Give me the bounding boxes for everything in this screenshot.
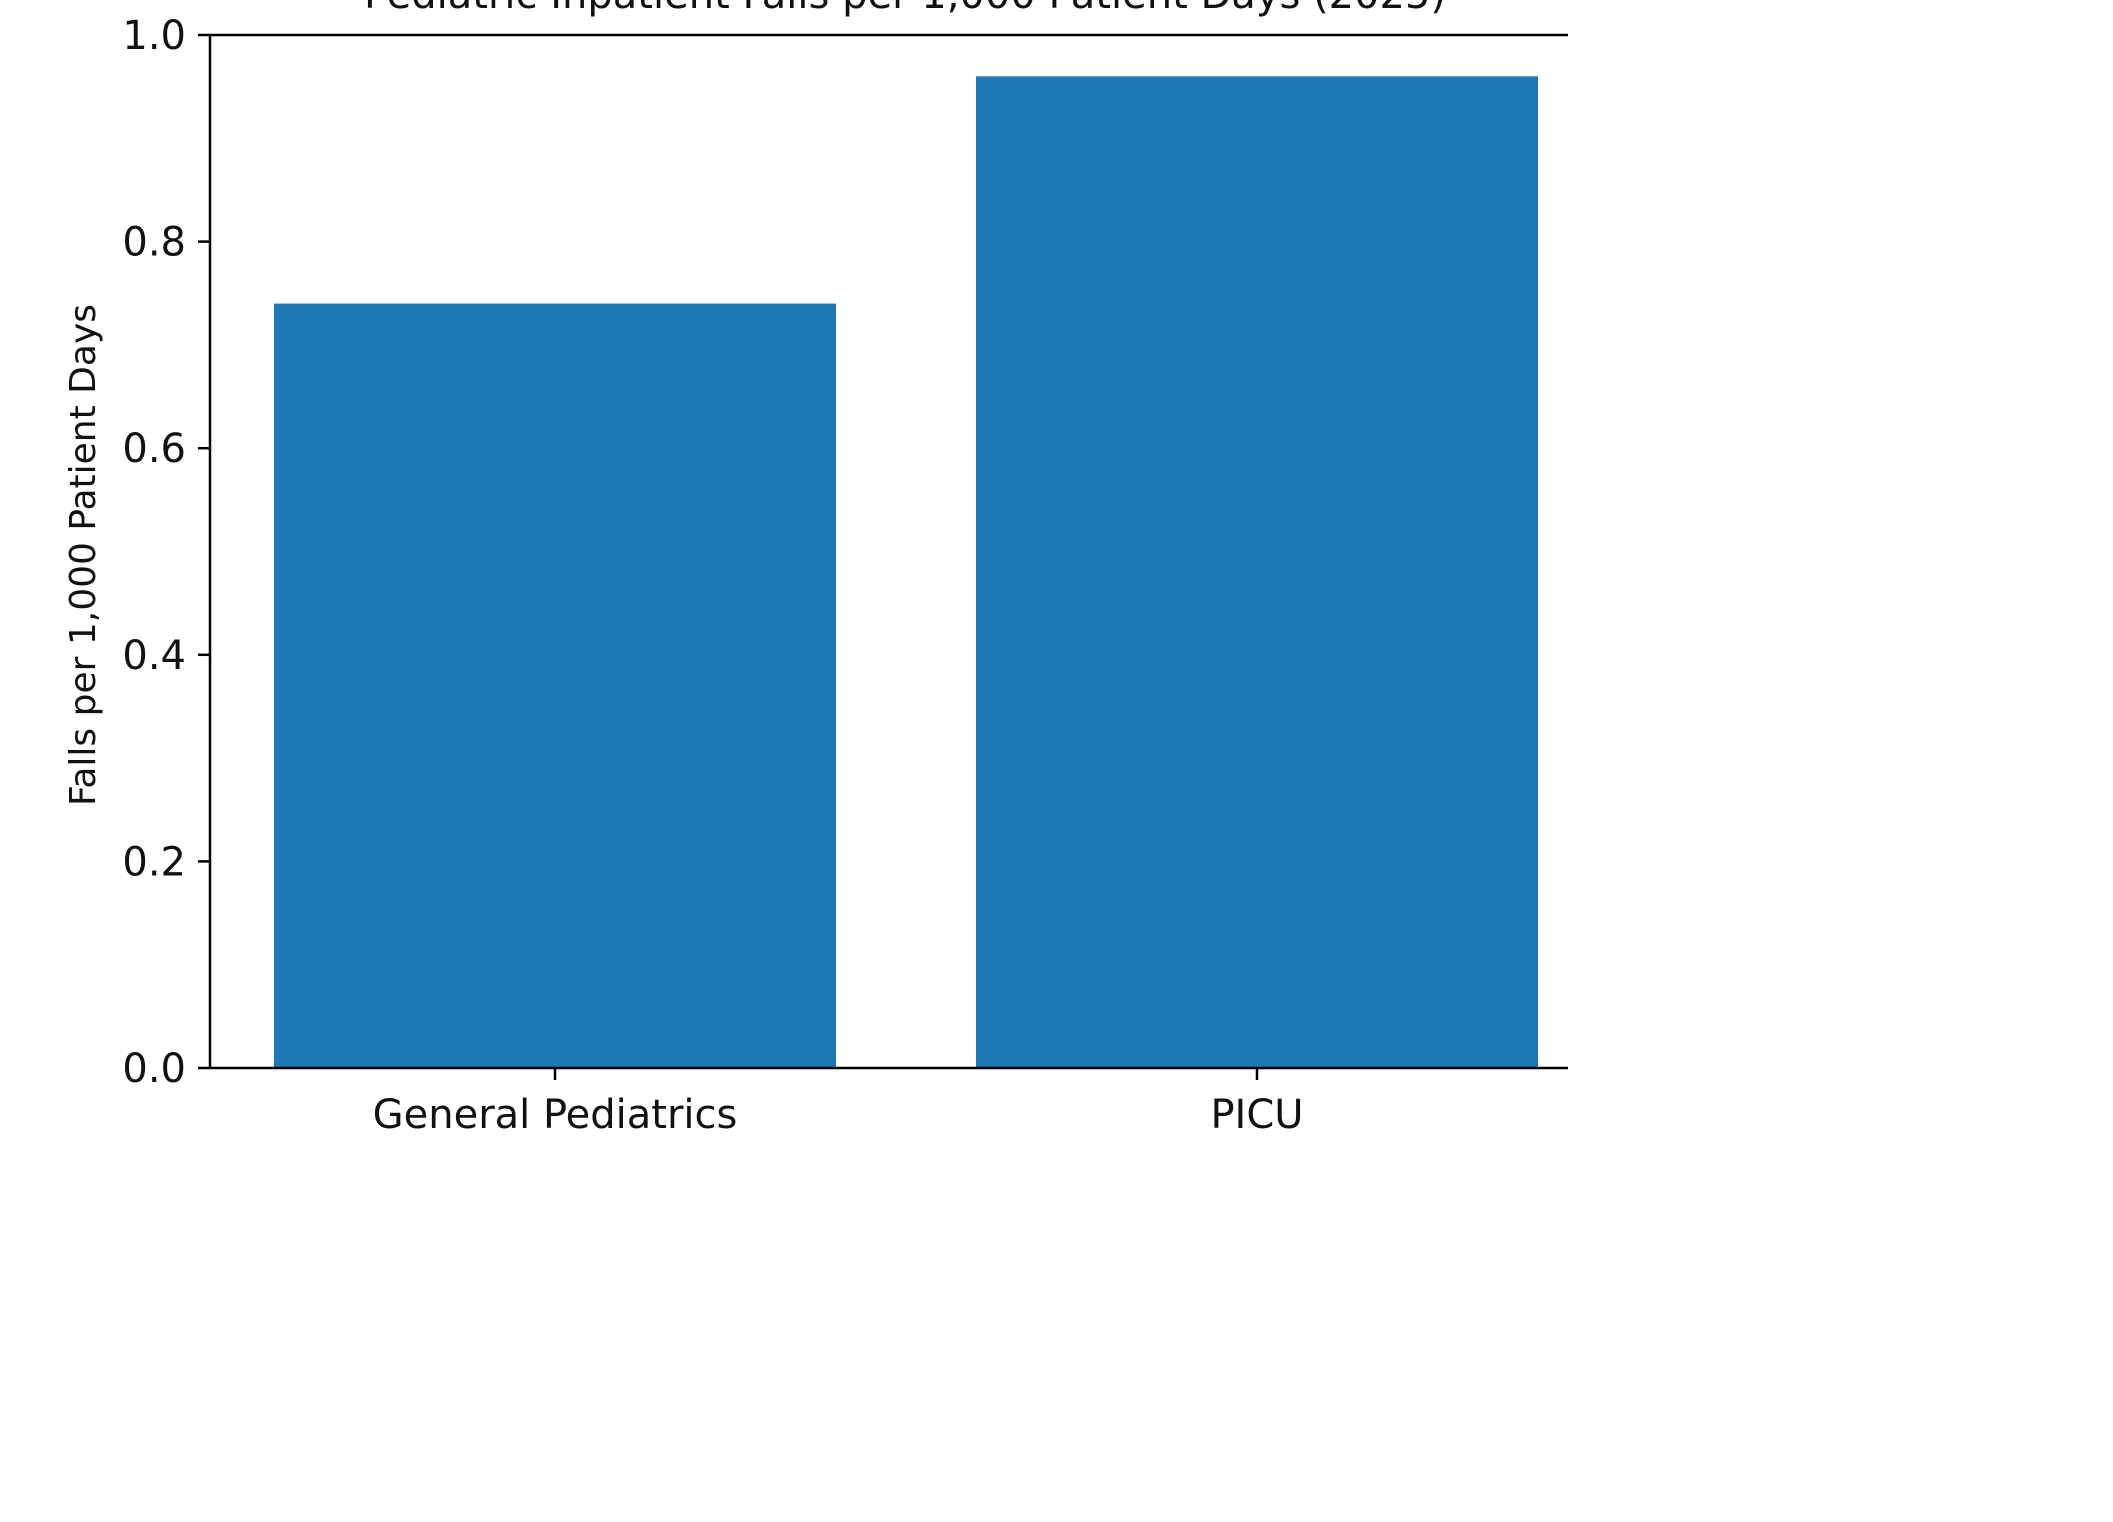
x-tick-label: General Pediatrics <box>373 1092 738 1135</box>
y-tick-label: 1.0 <box>122 13 186 59</box>
y-ticks-group: 0.0 0.2 0.4 0.6 0.8 1.0 <box>122 13 210 1092</box>
x-ticks-group: General Pediatrics PICU <box>373 1068 1304 1135</box>
y-tick-label: 0.4 <box>122 633 186 679</box>
y-axis-title: Falls per 1,000 Patient Days <box>63 304 104 806</box>
bar-general-pediatrics <box>274 303 836 1069</box>
y-tick-label: 0.2 <box>122 839 186 885</box>
chart-title: Pediatric Inpatient Falls per 1,000 Pati… <box>364 0 1446 18</box>
y-tick-label: 0.0 <box>122 1046 186 1092</box>
bars-group <box>274 76 1538 1069</box>
bar-chart: Pediatric Inpatient Falls per 1,000 Pati… <box>63 0 1568 1135</box>
bar-picu <box>976 76 1538 1068</box>
x-tick-label: PICU <box>1210 1092 1303 1135</box>
y-tick-label: 0.6 <box>122 426 186 472</box>
y-tick-label: 0.8 <box>122 220 186 266</box>
